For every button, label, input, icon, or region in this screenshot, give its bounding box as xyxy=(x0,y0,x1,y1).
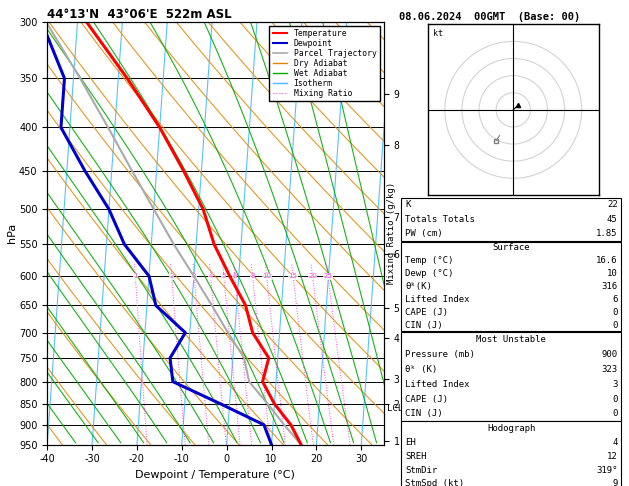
Text: 15: 15 xyxy=(289,273,298,279)
Text: 20: 20 xyxy=(308,273,317,279)
Text: SREH: SREH xyxy=(405,451,426,461)
Text: 08.06.2024  00GMT  (Base: 00): 08.06.2024 00GMT (Base: 00) xyxy=(399,12,581,22)
Text: Temp (°C): Temp (°C) xyxy=(405,256,454,265)
Text: 45: 45 xyxy=(607,215,618,224)
Text: Dewp (°C): Dewp (°C) xyxy=(405,269,454,278)
Text: 5: 5 xyxy=(221,273,226,279)
Text: 323: 323 xyxy=(601,365,618,374)
Text: 6: 6 xyxy=(612,295,618,304)
Text: 3: 3 xyxy=(192,273,196,279)
Text: 319°: 319° xyxy=(596,466,618,474)
Text: CIN (J): CIN (J) xyxy=(405,409,443,418)
Text: 1: 1 xyxy=(133,273,138,279)
Text: Totals Totals: Totals Totals xyxy=(405,215,475,224)
X-axis label: Dewpoint / Temperature (°C): Dewpoint / Temperature (°C) xyxy=(135,470,296,480)
Text: StmDir: StmDir xyxy=(405,466,437,474)
Text: CIN (J): CIN (J) xyxy=(405,321,443,330)
Text: 1.85: 1.85 xyxy=(596,229,618,238)
Text: K: K xyxy=(405,200,411,209)
Text: 3: 3 xyxy=(612,380,618,389)
Text: 4: 4 xyxy=(612,438,618,447)
Text: 0: 0 xyxy=(612,321,618,330)
Text: 22: 22 xyxy=(607,200,618,209)
Y-axis label: hPa: hPa xyxy=(8,223,18,243)
Text: kt: kt xyxy=(433,29,443,38)
Text: Most Unstable: Most Unstable xyxy=(476,335,547,345)
Text: Mixing Ratio (g/kg): Mixing Ratio (g/kg) xyxy=(387,182,396,284)
Text: PW (cm): PW (cm) xyxy=(405,229,443,238)
Text: LCL: LCL xyxy=(387,404,403,413)
Text: Hodograph: Hodograph xyxy=(487,424,535,433)
Text: 316: 316 xyxy=(601,282,618,291)
Text: 25: 25 xyxy=(323,273,332,279)
Text: © weatheronline.co.uk: © weatheronline.co.uk xyxy=(401,474,506,484)
Text: 10: 10 xyxy=(607,269,618,278)
Text: 0: 0 xyxy=(612,308,618,317)
Text: CAPE (J): CAPE (J) xyxy=(405,308,448,317)
Text: Lifted Index: Lifted Index xyxy=(405,295,470,304)
Text: 12: 12 xyxy=(607,451,618,461)
Text: θᵏ(K): θᵏ(K) xyxy=(405,282,432,291)
Text: Pressure (mb): Pressure (mb) xyxy=(405,350,475,359)
Text: Lifted Index: Lifted Index xyxy=(405,380,470,389)
Text: θᵏ (K): θᵏ (K) xyxy=(405,365,437,374)
Text: 0: 0 xyxy=(612,409,618,418)
Text: 10: 10 xyxy=(262,273,271,279)
Text: Surface: Surface xyxy=(493,243,530,252)
Text: 2: 2 xyxy=(169,273,174,279)
Text: CAPE (J): CAPE (J) xyxy=(405,395,448,404)
Text: 8: 8 xyxy=(250,273,255,279)
Text: 9: 9 xyxy=(612,479,618,486)
Text: 4: 4 xyxy=(208,273,213,279)
Y-axis label: km
ASL: km ASL xyxy=(404,233,422,255)
Text: 44°13'N  43°06'E  522m ASL: 44°13'N 43°06'E 522m ASL xyxy=(47,8,232,21)
Text: 6: 6 xyxy=(233,273,237,279)
Legend: Temperature, Dewpoint, Parcel Trajectory, Dry Adiabat, Wet Adiabat, Isotherm, Mi: Temperature, Dewpoint, Parcel Trajectory… xyxy=(269,26,380,101)
Text: EH: EH xyxy=(405,438,416,447)
Text: StmSpd (kt): StmSpd (kt) xyxy=(405,479,464,486)
Text: 0: 0 xyxy=(612,395,618,404)
Text: 900: 900 xyxy=(601,350,618,359)
Text: 16.6: 16.6 xyxy=(596,256,618,265)
